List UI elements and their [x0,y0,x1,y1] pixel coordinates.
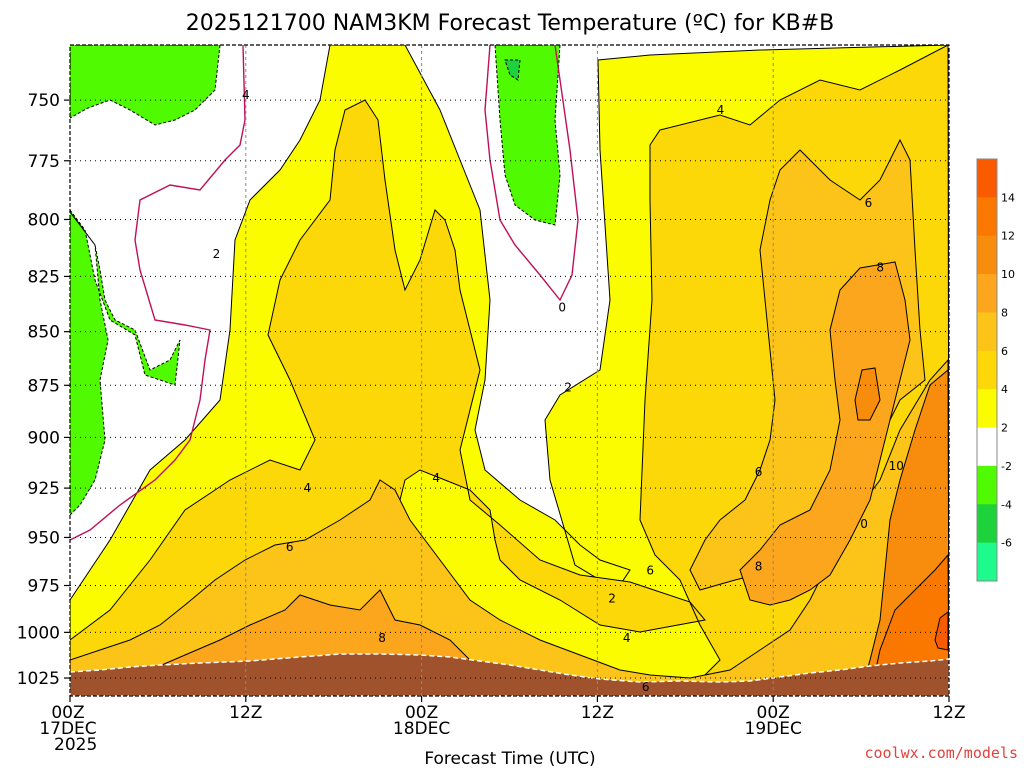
colorbar-tick-0: 14 [1001,191,1015,204]
band-14-to-16 [934,611,949,651]
y-tick-label-800: 800 [28,210,60,230]
colorbar-swatch-2 [977,235,997,275]
contour-label-2: 0 [558,301,566,315]
contour-label-3: 2 [564,380,572,394]
contour-label-14: 8 [876,260,884,274]
colorbar-tick-3: 8 [1001,306,1008,319]
colorbar-swatch-9 [977,504,997,544]
contour-label-10: 6 [642,680,650,694]
cold-pocket-left [70,209,181,516]
colorbar-swatch-8 [977,465,997,505]
cold-pocket-top-left [70,45,221,126]
colorbar-swatch-7 [977,427,997,467]
plot-frame [69,44,950,697]
contour-label-13: 6 [865,196,873,210]
cold-pocket-center-core [504,59,521,81]
contour-label-5: 4 [432,471,440,485]
credit-link[interactable]: coolwx.com/models [864,744,1018,762]
colorbar-tick-6: 2 [1001,422,1008,435]
contour-label-4: 4 [304,481,312,495]
y-tick-label-1000: 1000 [17,623,60,643]
chart-title: 2025121700 NAM3KM Forecast Temperature (… [186,11,834,36]
colorbar-swatch-0 [977,159,997,198]
contour-label-6: 6 [286,540,294,554]
y-tick-label-825: 825 [28,267,60,287]
axes: 7507758008258508759009259509751000102500… [17,91,966,755]
colorbar-swatch-6 [977,389,997,429]
y-tick-label-775: 775 [28,152,60,172]
colorbar-tick-4: 6 [1001,345,1008,358]
y-tick-label-975: 975 [28,577,60,597]
contour-label-0: 4 [242,88,250,102]
colorbar-tick-8: -4 [1001,498,1012,511]
colorbar-swatch-5 [977,350,997,390]
colorbar-swatch-4 [977,312,997,352]
x-tick-label-0-1: 17DEC [39,719,96,739]
contour-label-17: 10 [889,459,904,473]
x-tick-label-5-0: 12Z [932,703,965,723]
colorbar-tick-9: -6 [1001,537,1012,550]
plot-area: 4 2 0 2 4 4 6 8 2 4 6 6 4 6 8 6 8 10 0 [70,45,949,696]
y-tick-label-850: 850 [28,323,60,343]
colorbar-tick-1: 12 [1001,230,1015,243]
contour-label-9: 4 [623,631,631,645]
y-tick-label-900: 900 [28,428,60,448]
contour-labels: 4 2 0 2 4 4 6 8 2 4 6 6 4 6 8 6 8 10 0 [213,88,904,694]
x-axis-title: Forecast Time (UTC) [424,749,595,768]
colorbar-tick-5: 4 [1001,383,1008,396]
y-tick-label-950: 950 [28,528,60,548]
x-tick-label-3-0: 12Z [581,703,614,723]
contour-label-1: 2 [213,247,221,261]
x-tick-label-0-0: 00Z [51,703,84,723]
zero-isotherm-line-center [484,45,579,302]
x-tick-label-4-0: 00Z [757,703,790,723]
contour-label-7: 8 [378,631,386,645]
colorbar-tick-2: 10 [1001,268,1015,281]
cold-pocket-center-top [494,45,561,226]
zero-isotherm-line [70,45,246,541]
y-tick-label-750: 750 [28,91,60,111]
gridlines [70,45,949,696]
colorbar-swatch-10 [977,542,997,582]
contour-label-8: 2 [608,592,616,606]
y-tick-label-1025: 1025 [17,669,60,689]
contour-label-11: 6 [646,563,654,577]
contour-label-16: 8 [755,559,763,573]
y-tick-label-875: 875 [28,376,60,396]
x-tick-label-2-0: 00Z [405,703,438,723]
contour-label-15: 6 [755,465,763,479]
x-tick-label-1-0: 12Z [229,703,262,723]
colorbar: 14 12 10 8 6 4 2 -2 -4 -6 [976,158,1015,582]
colorbar-swatch-1 [977,197,997,237]
x-tick-label-0-2: 2025 [54,735,97,755]
x-tick-label-2-1: 18DEC [393,719,450,739]
contour-label-18: 0 [860,517,868,531]
contour-label-12: 4 [717,103,725,117]
x-tick-label-4-1: 19DEC [745,719,802,739]
colorbar-swatch-3 [977,274,997,313]
colorbar-frame [976,158,998,582]
y-tick-label-925: 925 [28,479,60,499]
colorbar-tick-7: -2 [1001,460,1012,473]
terrain-ground [70,653,949,696]
